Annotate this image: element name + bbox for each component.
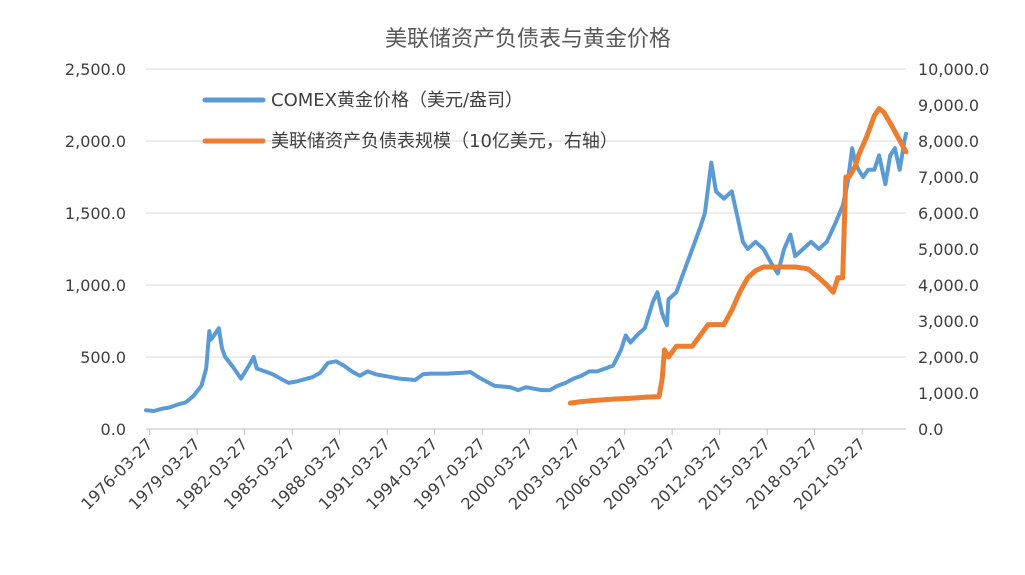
right-y-tick-label: 4,000.0 xyxy=(918,276,979,295)
right-y-tick-label: 10,000.0 xyxy=(918,60,989,79)
legend-label-fed: 美联储资产负债表规模（10亿美元，右轴） xyxy=(271,131,618,152)
right-y-tick-label: 2,000.0 xyxy=(918,348,979,367)
right-y-tick-label: 0.0 xyxy=(918,420,943,439)
x-axis: 1976-03-271979-03-271982-03-271985-03-27… xyxy=(77,429,869,514)
chart-title: 美联储资产负债表与黄金价格 xyxy=(385,27,671,52)
left-y-tick-label: 2,500.0 xyxy=(65,60,126,79)
legend-label-gold: COMEX黄金价格（美元/盎司） xyxy=(271,90,523,111)
fed-balance-sheet-line xyxy=(567,106,909,406)
left-y-axis: 0.0 500.0 1,000.0 1,500.0 2,000.0 2,500.0 xyxy=(65,60,126,439)
legend: COMEX黄金价格（美元/盎司） 美联储资产负债表规模（10亿美元，右轴） xyxy=(202,90,618,152)
left-y-tick-label: 1,000.0 xyxy=(65,276,126,295)
left-y-tick-label: 500.0 xyxy=(80,348,126,367)
right-y-axis: 0.0 1,000.0 2,000.0 3,000.0 4,000.0 5,000.0 6,… xyxy=(918,60,989,439)
left-y-tick-label: 0.0 xyxy=(101,420,126,439)
series-layer xyxy=(144,106,909,413)
right-y-tick-label: 5,000.0 xyxy=(918,240,979,259)
right-y-tick-label: 3,000.0 xyxy=(918,312,979,331)
left-y-tick-label: 2,000.0 xyxy=(65,132,126,151)
right-y-tick-label: 9,000.0 xyxy=(918,96,979,115)
right-y-tick-label: 8,000.0 xyxy=(918,132,979,151)
right-y-tick-label: 7,000.0 xyxy=(918,168,979,187)
right-y-tick-label: 1,000.0 xyxy=(918,384,979,403)
gold-price-line xyxy=(144,131,908,413)
left-y-tick-label: 1,500.0 xyxy=(65,204,126,223)
right-y-tick-label: 6,000.0 xyxy=(918,204,979,223)
grid-lines xyxy=(146,68,906,358)
